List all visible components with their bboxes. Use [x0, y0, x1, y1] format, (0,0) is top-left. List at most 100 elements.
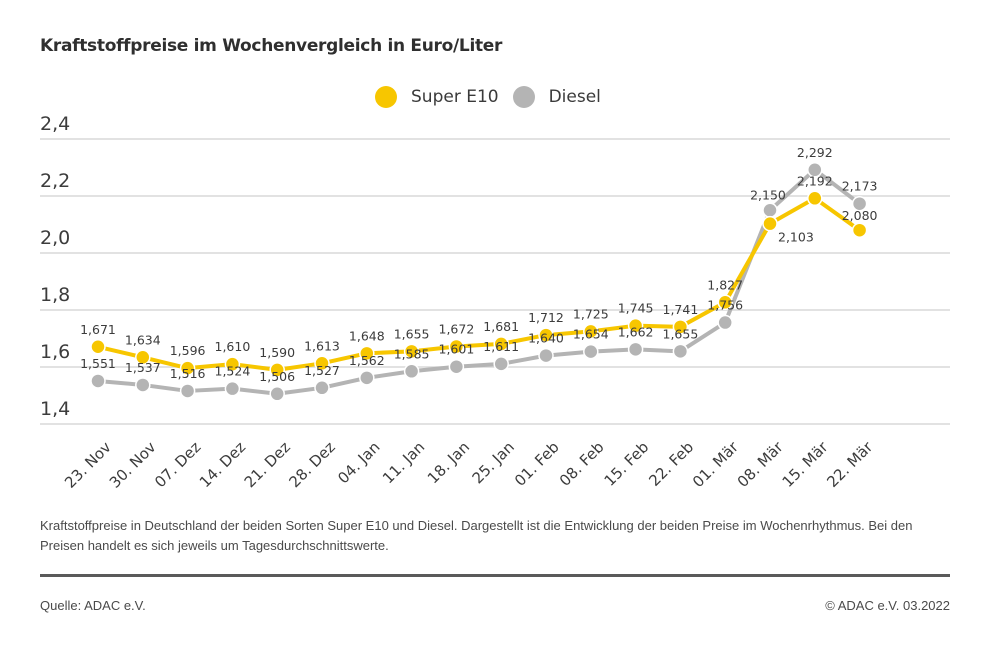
- data-label-super-e10: 1,634: [125, 332, 161, 347]
- data-point-super-e10: [179, 360, 196, 376]
- data-point-super-e10: [583, 323, 599, 340]
- x-tick-label: 01. Feb: [511, 438, 563, 490]
- legend-item-super-e10[interactable]: Super E10: [375, 86, 499, 108]
- data-point-diesel: [493, 356, 509, 372]
- x-tick-label: 15. Mär: [779, 437, 833, 491]
- y-tick-label: 2,4: [40, 113, 70, 135]
- copyright-text: © ADAC e.V. 03.2022: [825, 598, 950, 613]
- legend-label-diesel: Diesel: [548, 87, 601, 107]
- data-label-super-e10: 1,648: [349, 328, 385, 343]
- x-tick-label: 08. Feb: [556, 438, 608, 490]
- data-point-diesel: [179, 383, 196, 399]
- data-point-diesel: [717, 314, 733, 331]
- data-point-super-e10: [493, 336, 509, 352]
- data-point-super-e10: [314, 355, 330, 372]
- data-label-super-e10: 1,681: [483, 319, 519, 334]
- data-label-super-e10: 1,745: [618, 301, 654, 316]
- data-label-diesel: 1,585: [394, 346, 430, 361]
- x-tick-label: 11. Jan: [379, 438, 428, 487]
- data-label-diesel: 1,662: [618, 324, 654, 339]
- data-point-diesel: [135, 377, 151, 393]
- data-point-diesel: [583, 343, 599, 360]
- data-label-super-e10: 1,655: [394, 326, 430, 341]
- x-tick-label: 18. Jan: [424, 438, 473, 487]
- data-label-diesel: 1,506: [259, 369, 295, 384]
- y-axis-ticks: 1,4 1,6 1,8 2,0 2,2 2,4: [40, 113, 70, 420]
- x-tick-label: 04. Jan: [334, 438, 383, 487]
- x-tick-label: 14. Dez: [196, 438, 249, 491]
- data-label-super-e10: 2,192: [797, 173, 833, 188]
- data-label-diesel: 1,562: [349, 353, 385, 368]
- data-point-super-e10: [359, 345, 375, 362]
- x-tick-label: 25. Jan: [469, 438, 518, 487]
- x-tick-label: 22. Feb: [645, 438, 697, 490]
- data-label-diesel: 2,173: [842, 179, 878, 194]
- data-point-super-e10: [538, 327, 554, 343]
- x-tick-label: 07. Dez: [151, 438, 204, 491]
- legend: Super E10 Diesel: [375, 86, 615, 108]
- data-label-diesel: 2,292: [797, 145, 833, 160]
- data-label-super-e10: 1,590: [259, 345, 295, 360]
- data-point-super-e10: [717, 294, 733, 311]
- data-point-diesel: [538, 347, 554, 364]
- data-label-super-e10: 1,613: [304, 338, 340, 353]
- data-label-super-e10: 2,080: [842, 208, 878, 223]
- y-tick-label: 1,4: [40, 398, 70, 420]
- series-lines: [90, 162, 868, 402]
- source-text: Quelle: ADAC e.V.: [40, 598, 146, 613]
- x-tick-label: 22. Mär: [823, 437, 877, 491]
- chart-title: Kraftstoffpreise im Wochenvergleich in E…: [40, 36, 503, 56]
- data-label-diesel: 1,516: [170, 366, 206, 381]
- data-point-super-e10: [627, 317, 644, 334]
- data-label-diesel: 1,551: [80, 356, 116, 371]
- data-label-diesel: 1,527: [304, 363, 340, 378]
- x-tick-label: 23. Nov: [61, 438, 115, 492]
- data-label-super-e10: 1,827: [707, 277, 743, 292]
- data-point-super-e10: [269, 362, 285, 378]
- data-point-super-e10: [762, 215, 778, 232]
- data-label-diesel: 1,654: [573, 327, 609, 342]
- legend-label-super-e10: Super E10: [411, 87, 499, 107]
- data-label-super-e10: 1,596: [170, 343, 206, 358]
- data-point-super-e10: [851, 222, 868, 238]
- data-point-diesel: [90, 373, 106, 389]
- x-tick-label: 30. Nov: [106, 438, 160, 492]
- data-point-diesel: [448, 358, 465, 375]
- data-point-diesel: [807, 162, 823, 178]
- footer-divider: [40, 574, 950, 577]
- data-label-diesel: 1,655: [663, 326, 699, 341]
- data-point-diesel: [269, 386, 285, 402]
- data-label-super-e10: 1,672: [439, 321, 475, 336]
- data-point-diesel: [403, 363, 420, 380]
- x-tick-label: 01. Mär: [689, 437, 743, 491]
- data-point-diesel: [762, 202, 778, 218]
- x-tick-label: 08. Mär: [734, 437, 788, 491]
- legend-marker-diesel: [512, 86, 535, 108]
- data-point-super-e10: [135, 349, 151, 366]
- data-label-diesel: 1,611: [483, 339, 519, 354]
- data-point-super-e10: [224, 356, 241, 372]
- data-labels: 1,671 1,634 1,596 1,610 1,590 1,613 1,648 1,655…: [80, 145, 877, 384]
- legend-marker-super-e10: [375, 86, 397, 108]
- data-point-diesel: [851, 195, 868, 212]
- legend-item-diesel[interactable]: Diesel: [512, 86, 601, 108]
- data-point-diesel: [359, 370, 375, 386]
- x-tick-label: 15. Feb: [601, 438, 653, 490]
- chart-description: Kraftstoffpreise in Deutschland der beid…: [40, 518, 913, 553]
- series-line-diesel: [97, 167, 861, 396]
- data-label-super-e10: 1,741: [663, 302, 699, 317]
- data-point-super-e10: [448, 338, 465, 355]
- y-tick-label: 1,8: [40, 284, 70, 306]
- series-line-super-e10: [97, 196, 861, 372]
- data-point-super-e10: [90, 339, 106, 355]
- data-point-diesel: [627, 341, 644, 358]
- y-tick-label: 2,0: [40, 227, 70, 249]
- data-point-diesel: [672, 343, 689, 360]
- data-label-diesel: 1,640: [528, 331, 564, 346]
- data-label-super-e10: 1,725: [573, 306, 609, 321]
- data-label-diesel: 1,601: [439, 342, 475, 357]
- data-label-diesel: 1,524: [215, 364, 251, 379]
- y-tick-label: 2,2: [40, 170, 70, 192]
- data-label-diesel: 1,537: [125, 360, 161, 375]
